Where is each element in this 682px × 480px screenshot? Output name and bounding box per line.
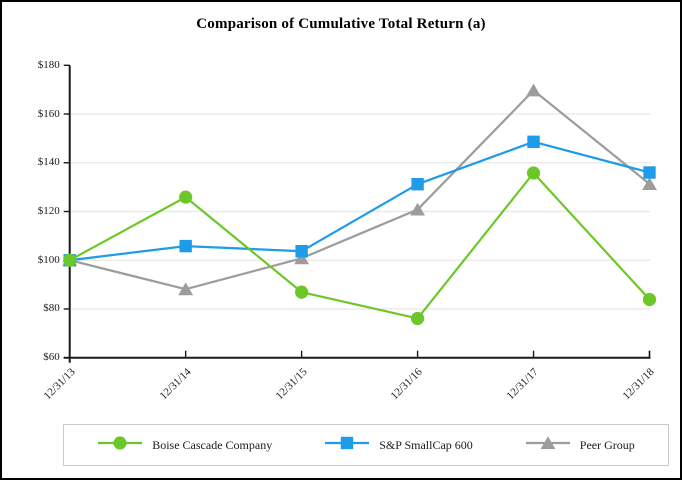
- data-point-marker: [294, 251, 310, 265]
- legend-label: Boise Cascade Company: [152, 437, 273, 452]
- legend-item-boise-cascade: Boise Cascade Company: [97, 435, 272, 456]
- data-point-marker: [411, 178, 424, 191]
- data-point-marker: [410, 202, 425, 216]
- y-tick-label: $180: [37, 58, 60, 71]
- data-point-marker: [63, 253, 77, 267]
- data-point-marker: [295, 285, 309, 299]
- data-point-marker: [527, 135, 540, 149]
- y-tick-label: $160: [37, 107, 60, 120]
- data-point-marker: [178, 282, 194, 296]
- circle-marker-icon: [97, 435, 143, 456]
- triangle-marker-icon: [525, 435, 571, 456]
- y-tick-label: $100: [37, 253, 60, 266]
- data-point-marker: [526, 166, 541, 180]
- y-tick-label: $140: [37, 156, 60, 169]
- y-tick-label: $120: [37, 205, 60, 217]
- data-point-marker: [643, 166, 656, 179]
- legend-label: Peer Group: [579, 437, 635, 452]
- square-marker-icon: [324, 435, 370, 456]
- legend-label: S&P SmallCap 600: [379, 437, 473, 452]
- data-point-marker: [410, 311, 425, 326]
- data-point-marker: [179, 239, 192, 253]
- y-tick-label: $80: [43, 302, 60, 315]
- series-line: [69, 140, 650, 262]
- legend-item-sp-smallcap: S&P SmallCap 600: [324, 435, 473, 456]
- y-tick-label: $60: [43, 351, 60, 364]
- data-point-marker: [642, 292, 657, 307]
- chart-title: Comparison of Cumulative Total Return (a…: [196, 16, 486, 32]
- series-line: [69, 171, 651, 320]
- data-point-marker: [179, 190, 193, 204]
- legend-item-peer-group: Peer Group: [525, 435, 635, 456]
- data-point-marker: [526, 83, 541, 97]
- series-line: [69, 89, 651, 291]
- data-point-marker: [295, 245, 308, 258]
- data-point-marker: [642, 177, 657, 190]
- legend: Boise Cascade Company S&P SmallCap 600 P…: [63, 424, 669, 466]
